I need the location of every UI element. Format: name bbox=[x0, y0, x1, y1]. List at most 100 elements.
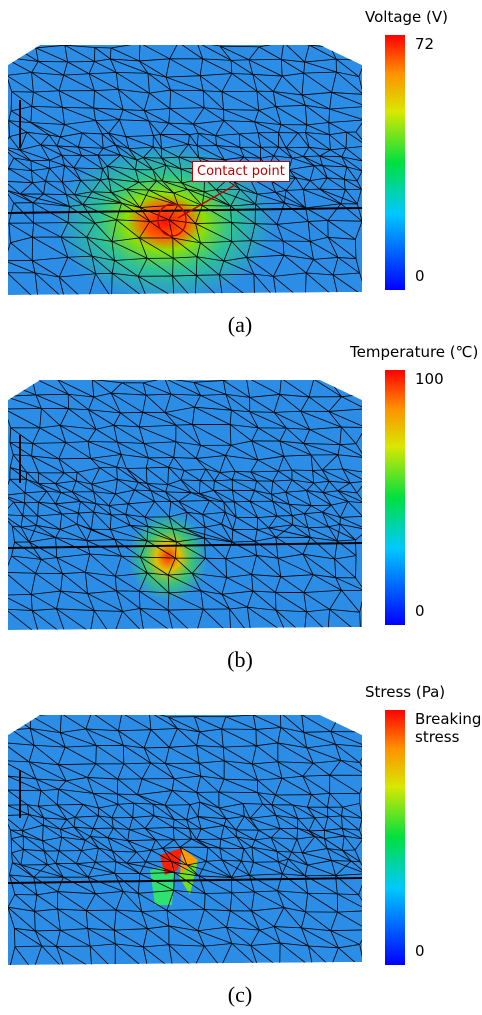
mesh-edge bbox=[307, 892, 338, 895]
mesh-edge bbox=[116, 466, 127, 469]
mesh-edge bbox=[8, 742, 30, 763]
mesh-edge bbox=[355, 443, 362, 458]
mesh-edge bbox=[10, 466, 27, 473]
mesh-edge bbox=[257, 427, 281, 442]
mesh-edge bbox=[24, 492, 39, 503]
mesh-edge bbox=[166, 890, 175, 911]
mesh-edge bbox=[285, 132, 299, 149]
mesh-edge bbox=[258, 828, 281, 831]
mesh-edge bbox=[332, 274, 340, 295]
marker bbox=[157, 203, 187, 237]
mesh-edge bbox=[207, 847, 223, 861]
mesh-edge bbox=[366, 473, 369, 481]
mesh-edge bbox=[10, 236, 33, 244]
mesh-edge bbox=[93, 511, 111, 530]
mesh-edge bbox=[311, 504, 332, 507]
mesh-edge bbox=[91, 479, 118, 485]
mesh-edge bbox=[20, 193, 70, 207]
mesh-edge bbox=[313, 480, 330, 484]
mesh-edge bbox=[251, 574, 276, 593]
mesh-edge bbox=[111, 273, 113, 295]
mesh-edge bbox=[126, 851, 137, 864]
mesh-edge bbox=[42, 836, 62, 842]
mesh-edge bbox=[93, 90, 95, 109]
mesh-edge bbox=[168, 204, 179, 220]
mesh-edge bbox=[240, 848, 245, 862]
mesh-edge bbox=[57, 891, 87, 911]
mesh-edge bbox=[146, 467, 169, 485]
mesh-edge bbox=[34, 272, 60, 278]
mesh-edge bbox=[56, 145, 82, 156]
mesh-edge bbox=[335, 743, 362, 748]
mesh-edge bbox=[114, 257, 148, 261]
mesh-edge bbox=[254, 121, 279, 134]
mesh-edge bbox=[230, 444, 258, 461]
mesh-edge bbox=[115, 909, 148, 930]
mesh-edge bbox=[34, 272, 39, 295]
mesh-edge bbox=[296, 828, 299, 840]
mesh-edge bbox=[198, 875, 232, 894]
mesh-edge bbox=[204, 527, 206, 538]
mesh-edge bbox=[242, 803, 245, 817]
colorbar-min: 0 bbox=[415, 942, 425, 960]
mesh-edge bbox=[137, 276, 149, 295]
mesh-edge bbox=[313, 967, 331, 968]
mesh-edge bbox=[65, 780, 94, 794]
mesh-edge bbox=[9, 441, 33, 444]
mesh-edge bbox=[180, 168, 183, 183]
mesh-edge bbox=[246, 257, 255, 275]
mesh-edge bbox=[146, 526, 149, 541]
mesh-edge bbox=[268, 524, 293, 529]
mesh-edge bbox=[36, 515, 39, 526]
mesh-edge bbox=[122, 712, 149, 713]
mesh-edge bbox=[138, 426, 145, 444]
mesh-edge bbox=[239, 189, 256, 205]
mesh-edge bbox=[342, 828, 362, 840]
mesh-edge bbox=[321, 454, 339, 471]
mesh-edge bbox=[221, 859, 232, 878]
mesh-edge bbox=[162, 847, 188, 866]
mesh-edge bbox=[30, 160, 50, 169]
mesh-edge bbox=[231, 540, 256, 543]
mesh-edge bbox=[192, 123, 216, 136]
mesh-edge bbox=[358, 873, 362, 895]
mesh-edge bbox=[338, 947, 362, 965]
mesh-edge bbox=[12, 862, 34, 878]
mesh-edge bbox=[121, 555, 141, 558]
mesh-edge bbox=[45, 180, 63, 183]
mesh-edge bbox=[219, 470, 236, 473]
mesh-edge bbox=[146, 483, 152, 491]
mesh-edge bbox=[10, 427, 33, 444]
mesh-edge bbox=[314, 836, 325, 839]
mesh-edge bbox=[288, 169, 311, 181]
mesh-edge bbox=[63, 73, 90, 76]
mesh-edge bbox=[8, 168, 33, 184]
mesh-edge bbox=[241, 860, 250, 876]
mesh-edge bbox=[68, 408, 97, 430]
mesh-edge bbox=[226, 815, 245, 820]
mesh-edge bbox=[280, 942, 309, 947]
mesh-edge bbox=[305, 301, 339, 302]
mesh-edge bbox=[251, 634, 286, 637]
mesh-edge bbox=[116, 72, 148, 74]
mesh-edge bbox=[41, 408, 61, 426]
mesh-edge bbox=[9, 454, 14, 468]
mesh-edge bbox=[186, 816, 199, 821]
mesh-edge bbox=[322, 165, 328, 179]
mesh-edge bbox=[35, 47, 68, 63]
mesh-edge bbox=[200, 242, 225, 262]
mesh-edge bbox=[329, 131, 347, 136]
mesh-edge bbox=[197, 816, 227, 820]
mesh-edge bbox=[309, 426, 342, 430]
mesh-edge bbox=[125, 514, 145, 518]
mesh-edge bbox=[125, 514, 131, 526]
mesh-edge bbox=[172, 275, 196, 295]
mesh-edge bbox=[74, 194, 84, 205]
mesh-edge bbox=[204, 909, 227, 928]
mesh-edge bbox=[116, 590, 141, 609]
mesh-edge bbox=[356, 170, 362, 182]
mesh-edge bbox=[205, 557, 226, 560]
mesh-edge bbox=[285, 491, 312, 507]
mesh-edge bbox=[154, 501, 170, 518]
mesh-edge bbox=[146, 483, 166, 493]
